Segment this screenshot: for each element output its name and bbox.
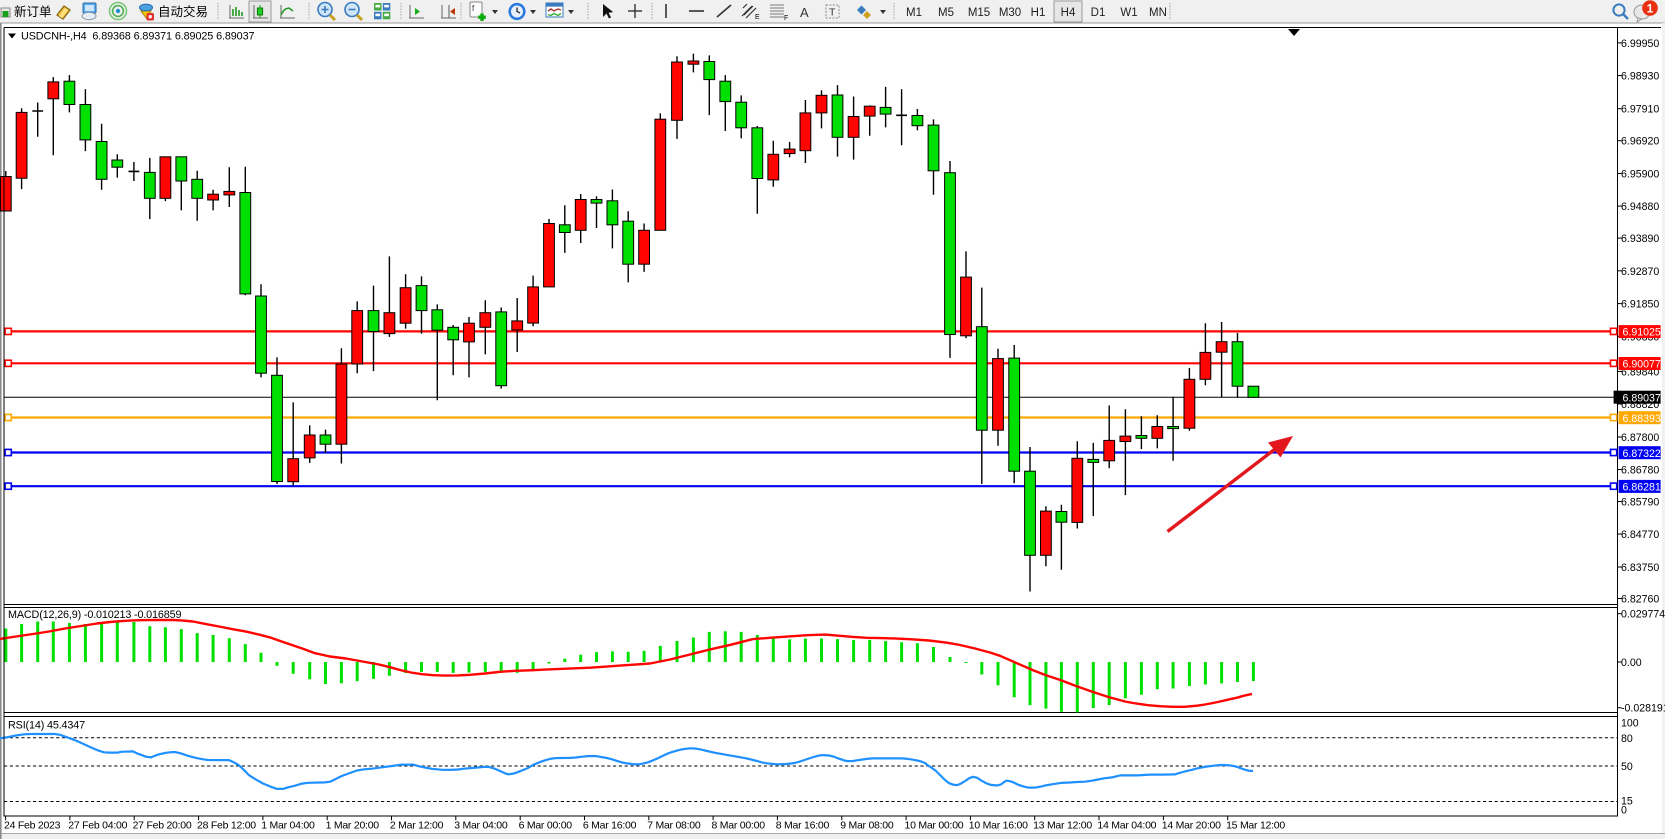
- svg-text:M5: M5: [938, 7, 954, 19]
- svg-text:2 Mar 12:00: 2 Mar 12:00: [390, 820, 444, 832]
- svg-text:0.00: 0.00: [1621, 657, 1642, 669]
- svg-text:f: f: [472, 4, 475, 13]
- svg-text:M15: M15: [968, 7, 990, 19]
- svg-text:28 Feb 12:00: 28 Feb 12:00: [197, 820, 256, 832]
- svg-text:6.86281: 6.86281: [1623, 482, 1661, 494]
- svg-text:6.87322: 6.87322: [1623, 448, 1661, 460]
- svg-text:6.82760: 6.82760: [1621, 594, 1659, 606]
- svg-text:-0.028191: -0.028191: [1621, 703, 1665, 715]
- svg-text:27 Feb 20:00: 27 Feb 20:00: [133, 820, 192, 832]
- svg-text:6.84770: 6.84770: [1621, 529, 1659, 541]
- svg-text:6.98930: 6.98930: [1621, 71, 1659, 83]
- svg-text:14 Mar 04:00: 14 Mar 04:00: [1097, 820, 1156, 832]
- svg-text:6.92870: 6.92870: [1621, 266, 1659, 278]
- svg-text:6.91850: 6.91850: [1621, 299, 1659, 311]
- svg-text:15: 15: [1621, 796, 1633, 808]
- svg-text:A: A: [800, 5, 809, 20]
- svg-text:H1: H1: [1031, 7, 1046, 19]
- svg-text:H4: H4: [1061, 7, 1076, 19]
- svg-text:6.94880: 6.94880: [1621, 201, 1659, 213]
- svg-text:100: 100: [1621, 718, 1639, 730]
- svg-text:RSI(14) 45.4347: RSI(14) 45.4347: [8, 720, 85, 732]
- svg-text:MACD(12,26,9) -0.010213 -0.016: MACD(12,26,9) -0.010213 -0.016859: [8, 609, 181, 621]
- svg-text:15 Mar 12:00: 15 Mar 12:00: [1226, 820, 1285, 832]
- svg-text:0.029774: 0.029774: [1621, 609, 1665, 621]
- svg-text:T: T: [829, 7, 836, 19]
- svg-text:6 Mar 00:00: 6 Mar 00:00: [519, 820, 573, 832]
- svg-text:9 Mar 08:00: 9 Mar 08:00: [840, 820, 894, 832]
- svg-text:F: F: [784, 15, 788, 22]
- svg-text:50: 50: [1621, 761, 1633, 773]
- svg-text:6.91025: 6.91025: [1623, 327, 1661, 339]
- svg-text:3 Mar 04:00: 3 Mar 04:00: [454, 820, 508, 832]
- svg-text:自动交易: 自动交易: [158, 4, 208, 19]
- svg-text:D1: D1: [1091, 7, 1106, 19]
- svg-text:10 Mar 00:00: 10 Mar 00:00: [905, 820, 964, 832]
- svg-text:6.97910: 6.97910: [1621, 104, 1659, 116]
- svg-text:6 Mar 16:00: 6 Mar 16:00: [583, 820, 637, 832]
- svg-text:6.99950: 6.99950: [1621, 38, 1659, 50]
- svg-text:6.85790: 6.85790: [1621, 497, 1659, 509]
- svg-text:8 Mar 16:00: 8 Mar 16:00: [776, 820, 830, 832]
- svg-text:0: 0: [1621, 805, 1627, 817]
- svg-text:7 Mar 08:00: 7 Mar 08:00: [647, 820, 701, 832]
- svg-text:E: E: [755, 14, 760, 21]
- svg-text:10 Mar 16:00: 10 Mar 16:00: [969, 820, 1028, 832]
- svg-text:MN: MN: [1149, 7, 1167, 19]
- svg-text:6.87800: 6.87800: [1621, 432, 1659, 444]
- svg-text:W1: W1: [1120, 7, 1137, 19]
- svg-text:6.90077: 6.90077: [1623, 359, 1661, 371]
- svg-text:6.93890: 6.93890: [1621, 233, 1659, 245]
- svg-text:1 Mar 20:00: 1 Mar 20:00: [326, 820, 380, 832]
- svg-text:8 Mar 00:00: 8 Mar 00:00: [712, 820, 766, 832]
- svg-text:1 Mar 04:00: 1 Mar 04:00: [261, 820, 315, 832]
- svg-text:6.95900: 6.95900: [1621, 168, 1659, 180]
- svg-text:14 Mar 20:00: 14 Mar 20:00: [1162, 820, 1221, 832]
- svg-text:M1: M1: [906, 7, 922, 19]
- svg-text:80: 80: [1621, 733, 1633, 745]
- svg-text:USDCNH-,H4 6.89368 6.89371 6.: USDCNH-,H4 6.89368 6.89371 6.89025 6.890…: [21, 31, 254, 43]
- svg-text:27 Feb 04:00: 27 Feb 04:00: [68, 820, 127, 832]
- svg-text:6.86780: 6.86780: [1621, 465, 1659, 477]
- svg-text:6.88393: 6.88393: [1623, 413, 1661, 425]
- svg-text:1: 1: [1647, 2, 1654, 16]
- svg-text:13 Mar 12:00: 13 Mar 12:00: [1033, 820, 1092, 832]
- svg-text:新订单: 新订单: [14, 4, 52, 19]
- svg-text:24 Feb 2023: 24 Feb 2023: [4, 820, 61, 832]
- svg-text:6.89037: 6.89037: [1623, 392, 1661, 404]
- svg-text:6.83750: 6.83750: [1621, 562, 1659, 574]
- svg-text:6.96920: 6.96920: [1621, 136, 1659, 148]
- svg-text:M30: M30: [999, 7, 1021, 19]
